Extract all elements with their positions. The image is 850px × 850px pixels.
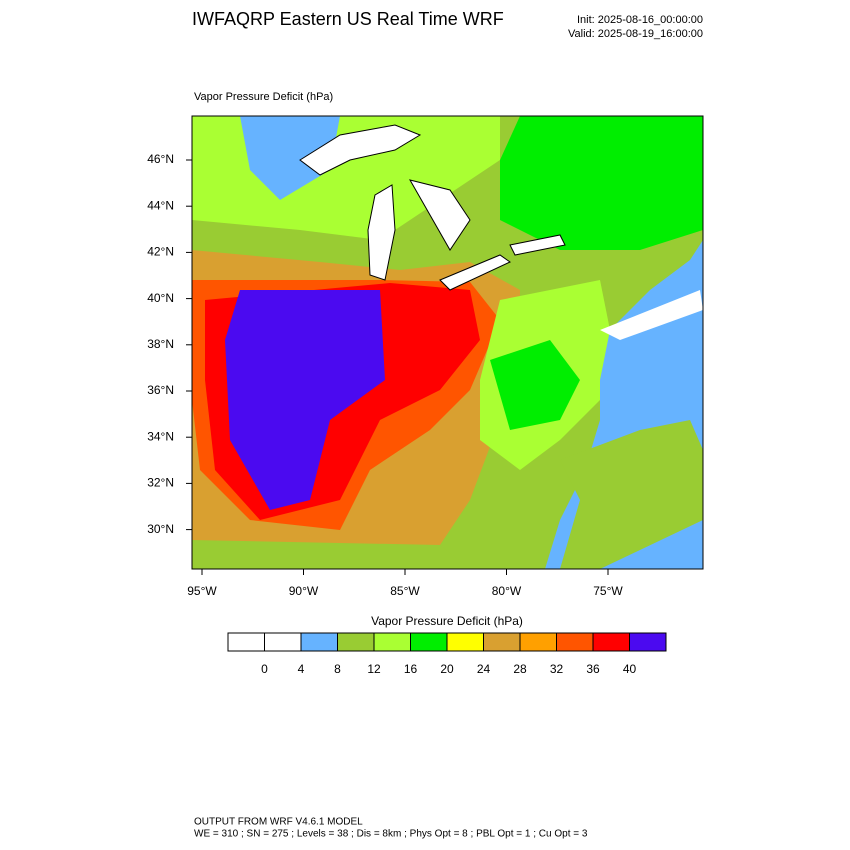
lake-erie (439, 254, 511, 291)
colorbar-label: 28 (513, 662, 527, 676)
colorbar-label: 16 (404, 662, 418, 676)
title: IWFAQRP Eastern US Real Time WRF (192, 9, 504, 29)
colorbar-label: 8 (334, 662, 341, 676)
map-frame (191, 115, 704, 570)
lat-tick-label: 30°N (147, 522, 174, 536)
lon-tick-label: 75°W (593, 584, 623, 598)
colorbar-box (592, 632, 630, 652)
lon-tick-label: 95°W (187, 584, 217, 598)
colorbar-box (373, 632, 411, 652)
colorbar-box (519, 632, 557, 652)
colorbar-label: 40 (623, 662, 637, 676)
lat-tick-label: 40°N (147, 291, 174, 305)
colorbar-label: 36 (586, 662, 600, 676)
lat-tick-label: 36°N (147, 383, 174, 397)
lake-superior (299, 124, 422, 176)
colorbar-box (446, 632, 484, 652)
colorbar-label: 24 (477, 662, 491, 676)
colorbar-box (300, 632, 338, 652)
lake-michigan (367, 184, 396, 281)
lon-tick-label: 90°W (289, 584, 319, 598)
footer-line: OUTPUT FROM WRF V4.6.1 MODEL (194, 817, 363, 828)
valid-time: Valid: 2025-08-19_16:00:00 (568, 28, 703, 40)
colorbar-title: Vapor Pressure Deficit (hPa) (371, 614, 523, 628)
init-time: Init: 2025-08-16_00:00:00 (577, 14, 703, 26)
lat-tick-label: 42°N (147, 245, 174, 259)
field-north-dry (240, 116, 340, 200)
gulf (192, 540, 470, 569)
ocean-band (560, 420, 703, 569)
colorbar-label: 20 (440, 662, 454, 676)
colorbar-box (410, 632, 448, 652)
colorbar-label: 4 (298, 662, 305, 676)
map-field (192, 116, 703, 569)
colorbar-box (264, 632, 302, 652)
lat-tick-label: 32°N (147, 476, 174, 490)
colorbar-label: 0 (261, 662, 268, 676)
lon-tick-label: 85°W (390, 584, 420, 598)
footer-line: WE = 310 ; SN = 275 ; Levels = 38 ; Dis … (194, 829, 588, 840)
colorbar-box (629, 632, 667, 652)
lake-ontario (509, 234, 566, 256)
lon-tick-label: 80°W (492, 584, 522, 598)
colorbar-label: 12 (367, 662, 381, 676)
field-east-green (490, 340, 580, 430)
colorbar-label: 32 (550, 662, 564, 676)
lat-tick-label: 46°N (147, 152, 174, 166)
field-label: Vapor Pressure Deficit (hPa) (194, 91, 333, 103)
colorbar-box (556, 632, 594, 652)
lake-huron (408, 179, 471, 251)
colorbar-box (483, 632, 521, 652)
colorbar-box (227, 632, 265, 652)
lat-tick-label: 38°N (147, 337, 174, 351)
field-northeast (500, 116, 703, 250)
lat-tick-label: 44°N (147, 198, 174, 212)
field-max (225, 290, 385, 510)
lat-tick-label: 34°N (147, 429, 174, 443)
ocean-low (600, 290, 703, 340)
colorbar-box (337, 632, 375, 652)
